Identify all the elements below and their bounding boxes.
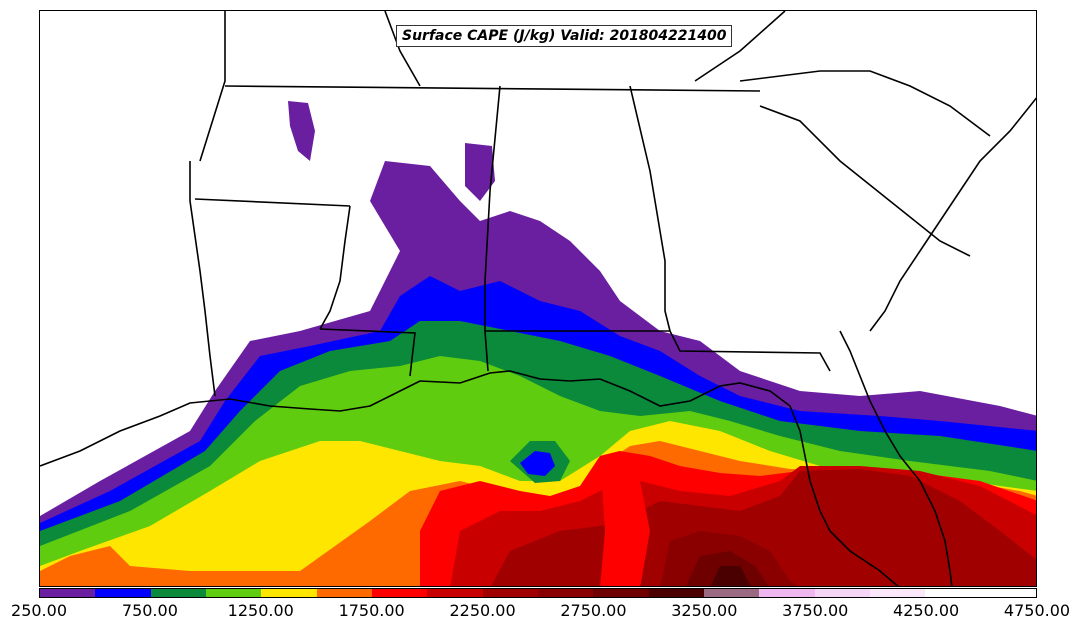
colorbar-segment [427, 589, 483, 597]
cape-fill-layer [40, 101, 1036, 586]
map-title: Surface CAPE (J/kg) Valid: 201804221400 [396, 25, 733, 47]
ark-la-border [194, 198, 351, 207]
ms-al-border [484, 85, 501, 372]
colorbar-tick-label: 3750.00 [782, 601, 849, 620]
sc-nc-border [739, 70, 991, 137]
colorbar-segment [316, 589, 372, 597]
colorbar-segment [537, 589, 594, 597]
colorbar-segment [150, 589, 206, 597]
colorbar-tick-label: 2250.00 [449, 601, 516, 620]
colorbar-segment [869, 589, 926, 597]
colorbar-segment [95, 589, 151, 597]
ky-tn-border [384, 11, 421, 87]
colorbar-segment [371, 589, 428, 597]
colorbar-segment [925, 589, 981, 597]
colorbar-tick-label: 4750.00 [1003, 601, 1071, 620]
cape-band-250-north [288, 101, 315, 161]
colorbar-segment [482, 589, 538, 597]
colorbar-tick-label: 750.00 [121, 601, 178, 620]
colorbar-segment [593, 589, 649, 597]
colorbar-segment [814, 589, 870, 597]
la-ms-border [319, 328, 416, 377]
colorbar-tick-label: 4250.00 [893, 601, 960, 620]
cape-tongue [600, 451, 650, 586]
mississippi-river [319, 205, 351, 330]
colorbar-segment [759, 589, 815, 597]
texas-louisiana-border [189, 161, 216, 397]
tn-border [224, 85, 761, 92]
colorbar-tick-label: 250.00 [11, 601, 67, 620]
colorbar-tick-labels: 250.00 750.00 1250.00 1750.00 2250.00 2750.00… [0, 601, 1081, 623]
boundary-layer [40, 11, 1036, 586]
al-ga-border [629, 85, 671, 332]
cape-band-3250 [710, 566, 751, 586]
colorbar-segment [205, 589, 262, 597]
ky-va-border [694, 11, 786, 82]
cape-eddy-inner [520, 451, 555, 476]
colorbar-segment [40, 589, 96, 597]
colorbar-tick-label: 1250.00 [227, 601, 294, 620]
map-canvas [40, 11, 1036, 586]
colorbar-tick-label: 2750.00 [560, 601, 627, 620]
colorbar [39, 588, 1037, 598]
colorbar-tick-label: 3250.00 [671, 601, 738, 620]
colorbar-segment [261, 589, 317, 597]
florida-east-coast [839, 330, 953, 586]
atlantic-coast [869, 97, 1036, 332]
cape-map: Surface CAPE (J/kg) Valid: 201804221400 [39, 10, 1037, 587]
cape-band-250-north2 [465, 143, 495, 201]
ga-sc-border [759, 105, 971, 257]
colorbar-segment [980, 589, 1036, 597]
colorbar-tick-label: 1750.00 [338, 601, 405, 620]
colorbar-segment [703, 589, 760, 597]
arkansas-east-border [199, 11, 226, 162]
al-fl-border [485, 330, 831, 372]
colorbar-segment [648, 589, 704, 597]
gulf-coastline [40, 370, 899, 586]
